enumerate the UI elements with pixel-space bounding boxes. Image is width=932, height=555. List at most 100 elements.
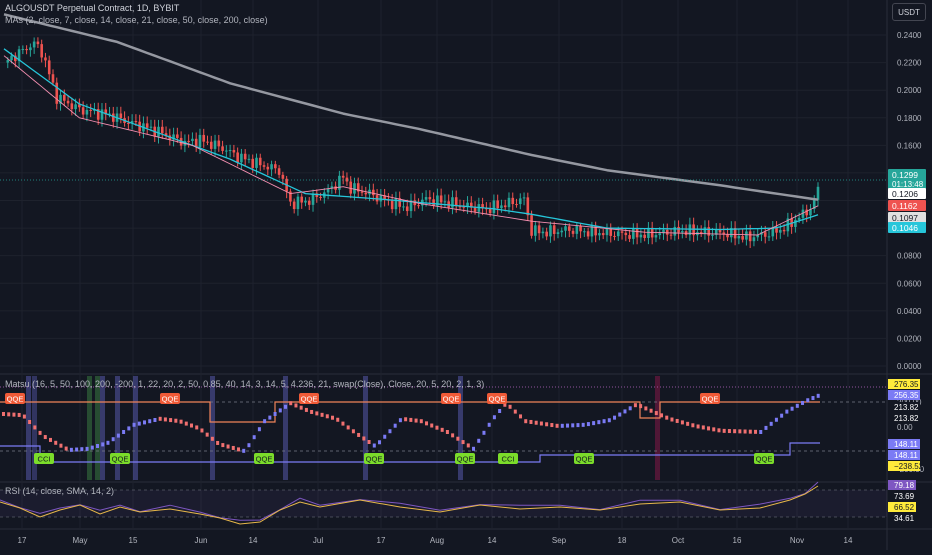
signal-label: CCI — [502, 455, 515, 464]
price-tick-label: 0.0200 — [897, 334, 922, 343]
rsi-value-label: 79.18 — [894, 481, 915, 490]
matsu-wave-block — [38, 430, 42, 435]
matsu-wave-block — [174, 418, 178, 423]
candle-body — [311, 193, 315, 205]
candle-body — [507, 197, 511, 208]
qqe-trail-line — [0, 401, 820, 423]
candle-body — [104, 109, 108, 115]
candle-body — [32, 41, 36, 48]
rsi-value-bg — [888, 491, 916, 501]
candle-body — [552, 225, 556, 234]
candle-body — [439, 195, 443, 203]
candle-body — [515, 204, 518, 206]
candle-body — [805, 209, 808, 216]
matsu-wave-block — [17, 412, 21, 417]
candle-body — [356, 183, 360, 192]
candle-body — [451, 197, 454, 208]
signal-label: QQE — [301, 395, 318, 404]
matsu-wave-block — [357, 432, 361, 437]
matsu-wave-block — [409, 417, 413, 422]
matsu-wave-block — [492, 415, 496, 420]
candle-body — [164, 133, 168, 136]
matsu-wave-block — [680, 420, 684, 425]
candle-body — [635, 228, 639, 238]
matsu-wave-block — [143, 420, 147, 425]
candle-body — [74, 104, 77, 110]
candle-body — [462, 206, 466, 208]
matsu-trail-line — [0, 442, 820, 463]
matsu-wave-block — [790, 406, 794, 411]
candle-body — [78, 104, 81, 108]
matsu-wave-block — [795, 403, 799, 408]
matsu-wave-block — [602, 419, 606, 424]
matsu-wave-block — [613, 415, 617, 420]
qqe-signal-badge — [754, 453, 774, 464]
rsi-line — [0, 481, 819, 521]
matsu-value-bg — [888, 379, 920, 389]
symbol-title[interactable]: ALGOUSDT Perpetual Contract, 1D, BYBIT — [5, 3, 180, 13]
matsu-wave-block — [216, 440, 220, 445]
matsu-wave-block — [754, 429, 758, 434]
candle-body — [176, 134, 179, 138]
candle-body — [209, 141, 213, 149]
matsu-wave-block — [64, 446, 68, 451]
candle-body — [703, 227, 707, 234]
matsu-wave-block — [670, 417, 674, 422]
signal-label: QQE — [7, 395, 24, 404]
matsu-wave-block — [477, 438, 481, 443]
candle-body — [202, 134, 206, 142]
matsu-wave-block — [304, 407, 308, 412]
matsu-wave-block — [320, 412, 324, 417]
matsu-wave-block — [221, 443, 225, 448]
candle-body — [213, 140, 217, 149]
candle-body — [307, 200, 311, 205]
candle-body — [677, 226, 680, 233]
currency-button[interactable]: USDT — [892, 3, 926, 21]
signal-label: QQE — [756, 455, 773, 464]
matsu-wave-block — [132, 422, 136, 427]
candle-body — [741, 236, 744, 240]
candle-body — [240, 153, 243, 163]
signal-highlight — [210, 376, 215, 480]
candle-body — [752, 237, 756, 242]
candle-body — [315, 193, 319, 197]
matsu-wave-block — [733, 429, 737, 434]
matsu-legend[interactable]: Matsu (16, 5, 50, 100, 200, -200, 1, 22,… — [5, 379, 485, 389]
qqe-signal-badge — [574, 453, 594, 464]
candle-body — [763, 232, 767, 237]
matsu-wave-block — [607, 418, 611, 423]
price-label-bg — [888, 188, 926, 199]
matsu-wave-block — [12, 412, 16, 417]
matsu-wave-block — [534, 420, 538, 425]
matsu-wave-block — [393, 423, 397, 428]
time-tick-label: 17 — [18, 536, 27, 545]
matsu-wave-block — [628, 406, 632, 411]
matsu-wave-block — [80, 447, 84, 452]
candle-body — [564, 226, 567, 231]
candle-body — [206, 141, 209, 143]
candle-body — [662, 229, 665, 234]
price-label-bg — [888, 200, 926, 211]
matsu-wave-block — [644, 406, 648, 411]
rsi-band — [0, 490, 887, 517]
ma-legend[interactable]: MAs (2, close, 7, close, 14, close, 21, … — [5, 15, 268, 25]
matsu-wave-block — [163, 417, 167, 422]
signal-label: QQE — [702, 395, 719, 404]
candle-body — [262, 165, 266, 167]
matsu-wave-block — [738, 429, 742, 434]
candle-body — [458, 206, 462, 208]
price-label-bg — [888, 222, 926, 233]
candle-body — [432, 199, 435, 206]
candle-body — [353, 183, 356, 194]
candle-body — [567, 226, 571, 231]
candle-body — [236, 152, 239, 163]
rsi-legend[interactable]: RSI (14, close, SMA, 14, 2) — [5, 486, 115, 496]
rsi-value-bg — [888, 502, 916, 512]
candle-body — [624, 232, 628, 236]
matsu-wave-block — [633, 403, 637, 408]
matsu-wave-block — [769, 421, 773, 426]
price-tick-label: 0.1600 — [897, 141, 922, 150]
candle-body — [711, 234, 714, 236]
